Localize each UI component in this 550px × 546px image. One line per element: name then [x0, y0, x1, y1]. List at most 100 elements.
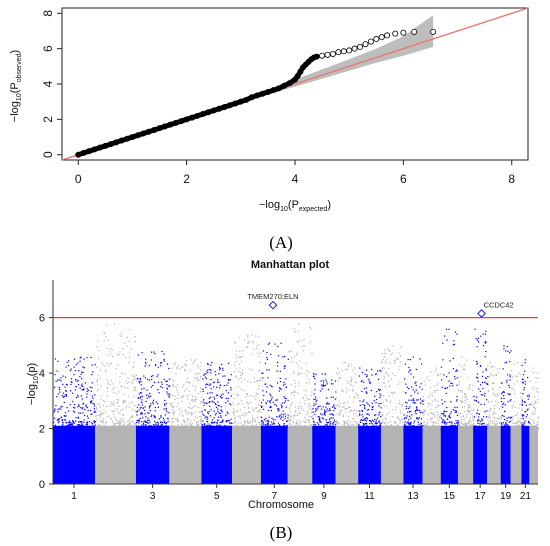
snp-point	[524, 401, 526, 403]
snp-point	[249, 402, 251, 404]
snp-point	[514, 393, 516, 395]
snp-point	[72, 410, 75, 412]
snp-point	[394, 360, 396, 362]
snp-point	[469, 406, 471, 408]
snp-point	[258, 370, 260, 372]
snp-point	[355, 428, 358, 430]
snp-point	[171, 425, 173, 427]
snp-point	[446, 407, 448, 409]
snp-point	[135, 423, 137, 425]
snp-point	[462, 406, 464, 408]
snp-point	[448, 380, 450, 382]
snp-point	[117, 426, 119, 428]
snp-point	[468, 421, 470, 423]
snp-point	[260, 379, 262, 381]
snp-point	[398, 352, 400, 354]
snp-point	[197, 423, 200, 425]
snp-point	[206, 419, 208, 421]
snp-point	[57, 411, 59, 413]
snp-point	[121, 385, 123, 388]
snp-point	[210, 379, 212, 381]
snp-point	[448, 372, 450, 374]
snp-point	[213, 381, 215, 383]
snp-point	[519, 426, 521, 428]
snp-point	[449, 417, 451, 419]
snp-point	[77, 426, 79, 428]
snp-point	[279, 415, 281, 417]
snp-point	[282, 419, 284, 421]
snp-point	[503, 391, 505, 393]
snp-point	[342, 391, 344, 393]
snp-point	[100, 385, 102, 387]
snp-point	[402, 391, 404, 393]
snp-point	[452, 409, 454, 411]
snp-point	[302, 350, 304, 352]
snp-point	[176, 420, 178, 422]
snp-point	[386, 425, 388, 427]
snp-point	[425, 424, 427, 426]
snp-point	[506, 420, 508, 422]
snp-point	[492, 387, 494, 390]
snp-point	[398, 368, 400, 371]
snp-point	[81, 423, 83, 425]
snp-point	[58, 421, 60, 423]
snp-point	[225, 426, 228, 428]
chromosome-19-points	[500, 345, 512, 484]
snp-point	[283, 365, 285, 367]
snp-point	[70, 425, 72, 427]
snp-point	[369, 420, 372, 422]
snp-point	[104, 428, 106, 430]
qq-point	[216, 105, 223, 112]
snp-point	[192, 428, 194, 430]
qq-point	[91, 146, 98, 153]
snp-point	[387, 374, 389, 376]
snp-point	[208, 397, 210, 400]
snp-point	[66, 425, 68, 427]
snp-point	[241, 373, 243, 375]
snp-point	[391, 428, 394, 430]
snp-point	[457, 421, 459, 424]
snp-point	[374, 427, 376, 429]
qq-point	[264, 88, 271, 95]
snp-point	[301, 425, 303, 427]
snp-point	[118, 427, 120, 430]
snp-point	[245, 428, 247, 430]
snp-point	[431, 412, 433, 414]
snp-point	[221, 425, 223, 427]
snp-point	[164, 414, 166, 416]
snp-point	[354, 426, 356, 428]
snp-point	[332, 421, 334, 424]
snp-point	[151, 378, 153, 380]
snp-point	[341, 390, 343, 392]
snp-point	[303, 338, 305, 340]
snp-point	[65, 415, 67, 417]
snp-point	[267, 425, 269, 427]
snp-point	[168, 396, 170, 398]
snp-point	[140, 396, 142, 398]
snp-point	[165, 422, 167, 425]
snp-point	[237, 404, 239, 406]
snp-point	[265, 383, 267, 385]
snp-point	[466, 413, 468, 416]
snp-point	[482, 333, 484, 335]
snp-point	[207, 411, 209, 413]
snp-point	[102, 404, 105, 406]
snp-point	[56, 396, 58, 398]
snp-point	[74, 403, 76, 406]
snp-point	[533, 428, 535, 430]
snp-point	[415, 381, 417, 383]
snp-point	[82, 407, 84, 409]
snp-point	[185, 425, 187, 427]
snp-point	[532, 404, 534, 406]
snp-point	[520, 392, 522, 394]
snp-point	[390, 354, 392, 356]
snp-point	[150, 427, 152, 429]
snp-point	[358, 424, 360, 426]
snp-point	[467, 404, 469, 406]
snp-point	[195, 428, 197, 430]
snp-point	[106, 379, 108, 381]
snp-point	[60, 380, 62, 382]
snp-point	[104, 365, 106, 367]
snp-point	[196, 421, 199, 423]
snp-point	[140, 413, 142, 415]
